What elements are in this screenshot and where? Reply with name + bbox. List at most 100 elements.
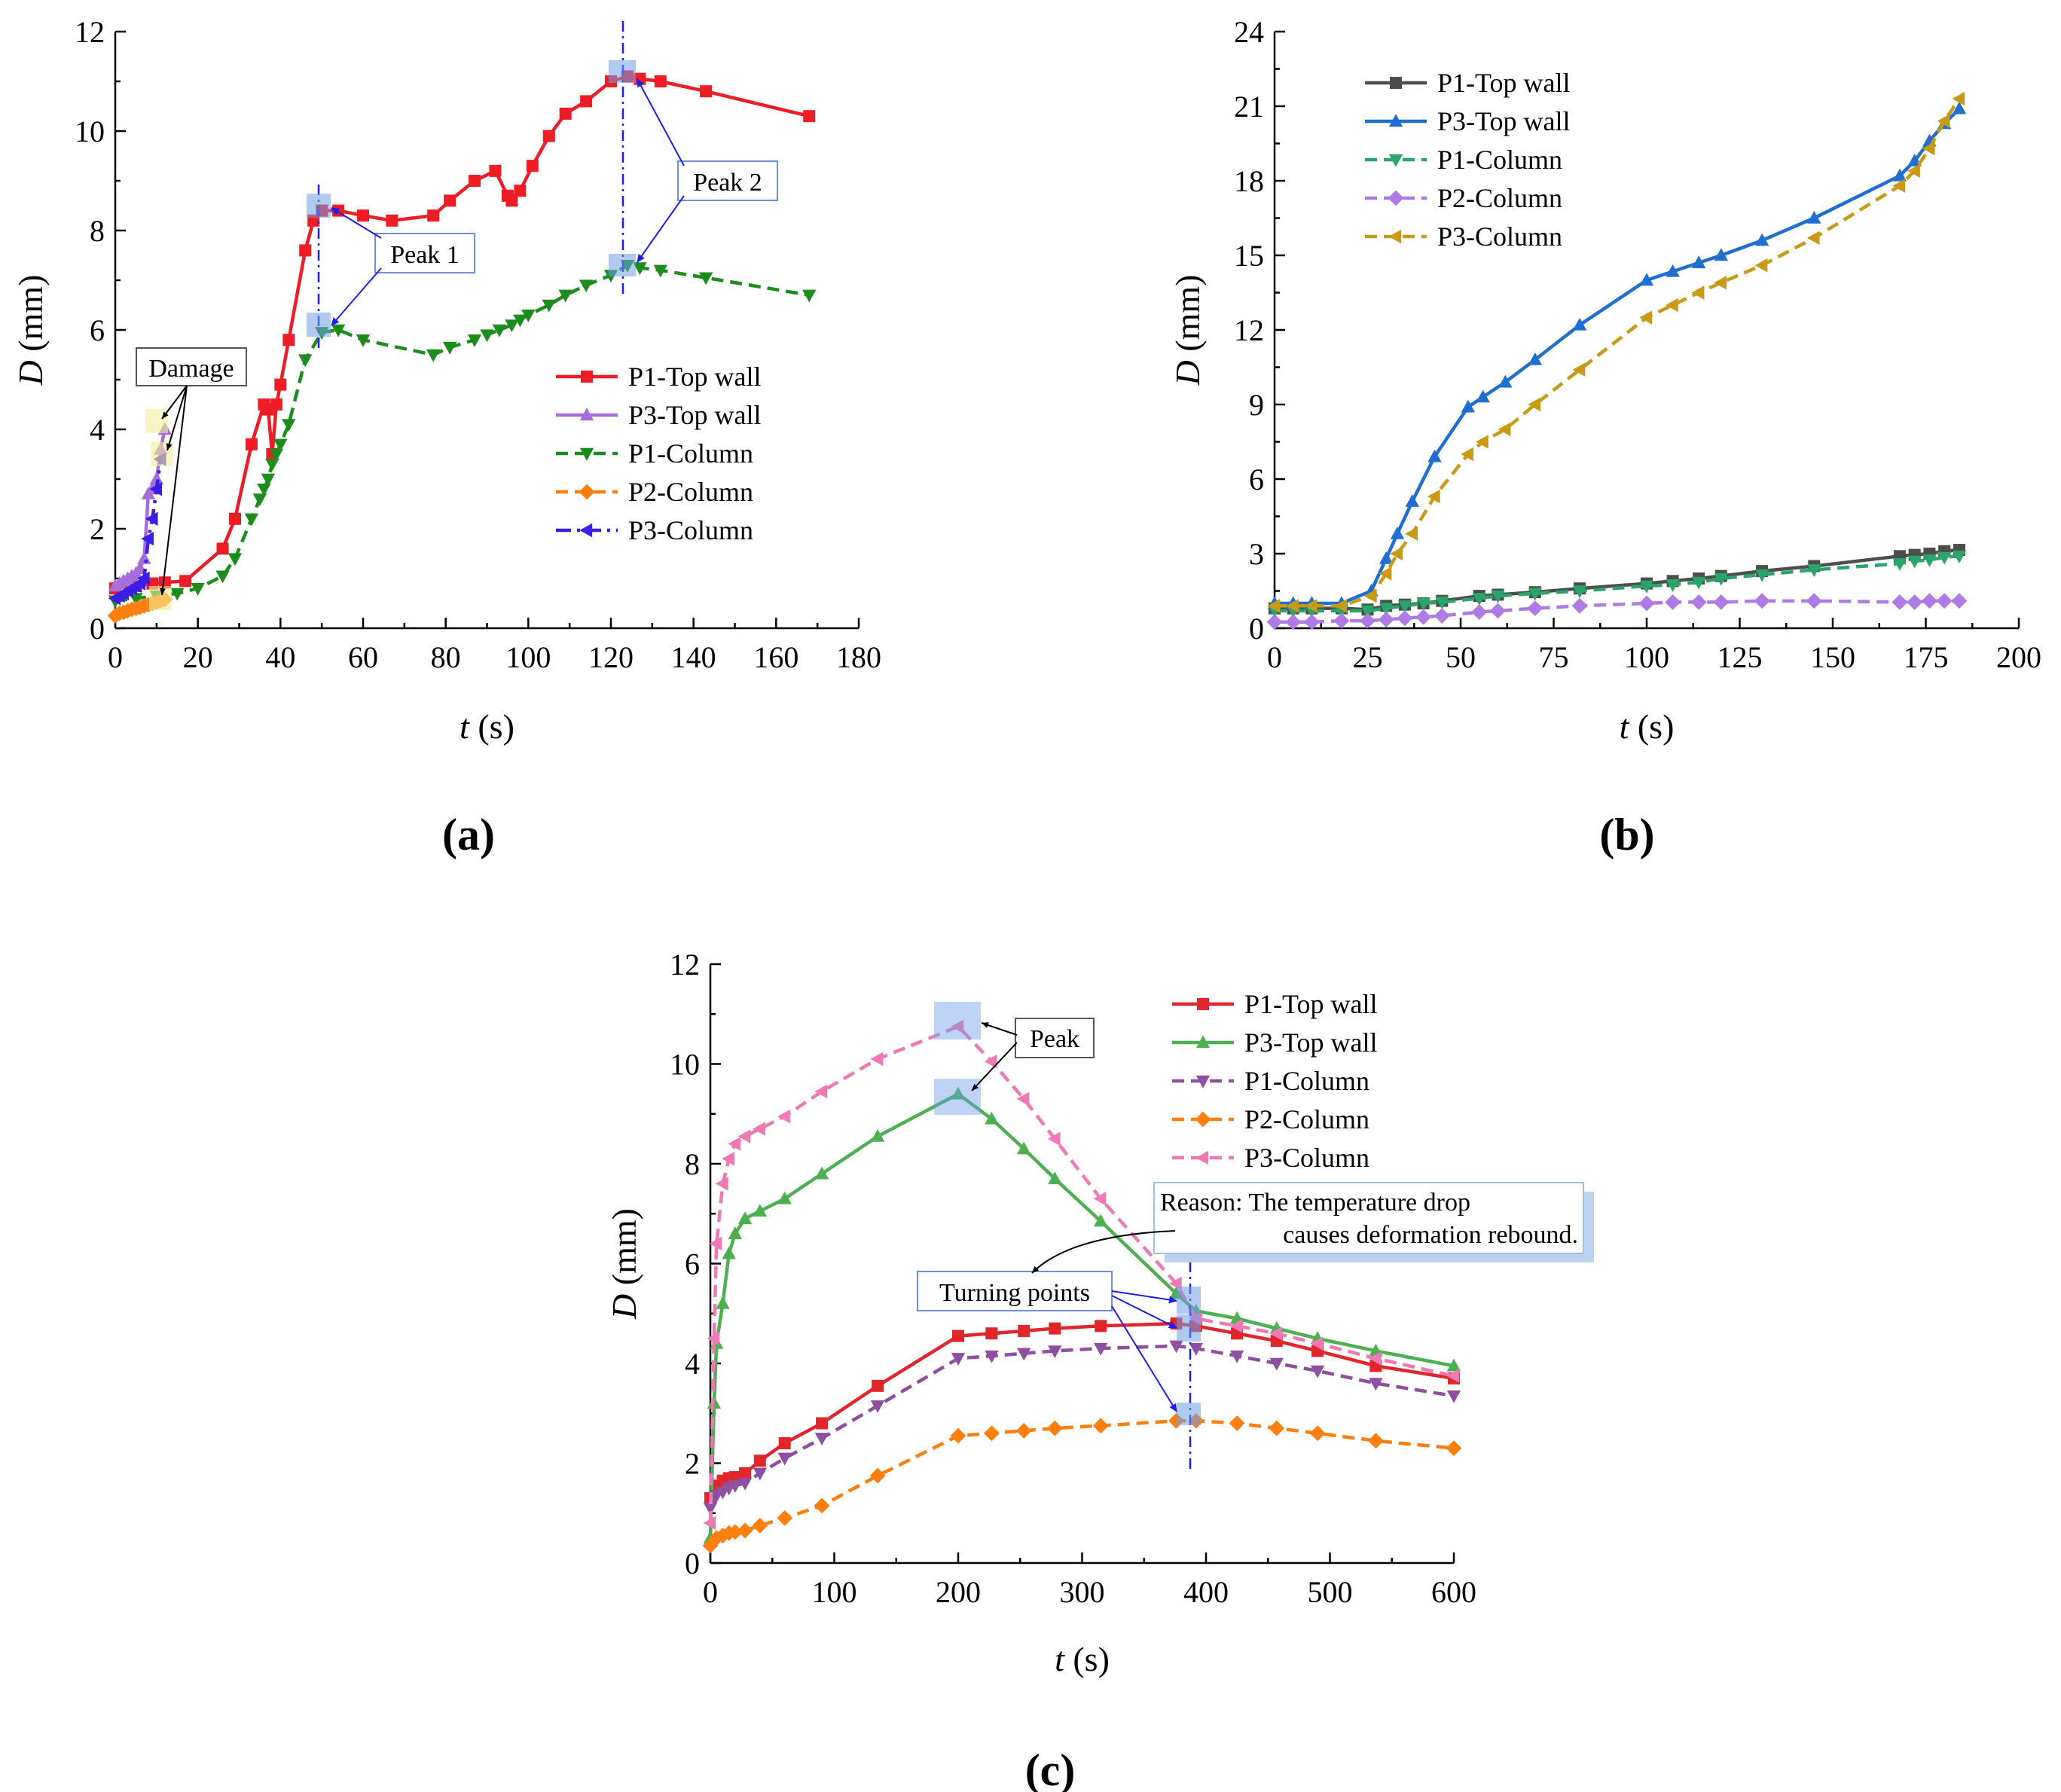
data-point bbox=[1937, 551, 1952, 565]
legend-entry: P1-Top wall bbox=[556, 362, 761, 392]
data-point bbox=[1267, 599, 1281, 613]
data-point bbox=[269, 448, 284, 462]
y-tick-label: 15 bbox=[1234, 239, 1264, 273]
data-point bbox=[1907, 163, 1920, 178]
series-p2-column bbox=[702, 1412, 1462, 1554]
data-point bbox=[282, 419, 296, 432]
legend-label: P1-Top wall bbox=[1244, 989, 1377, 1019]
y-tick-label: 6 bbox=[1249, 463, 1264, 496]
chart-a-plot-area: 0 20 40 60 80 100 120 140 160 180 0 2 4 6 8 10 12 t (s) D … bbox=[11, 15, 881, 859]
peak-2-label-box bbox=[677, 160, 778, 201]
data-point bbox=[1691, 285, 1705, 300]
data-point bbox=[298, 354, 313, 368]
data-point bbox=[1229, 1415, 1245, 1431]
series-p3-top-wall bbox=[1267, 101, 1967, 609]
x-tick-label: 200 bbox=[936, 1575, 981, 1609]
x-axis-label: t (s) bbox=[1620, 707, 1675, 746]
data-point bbox=[1951, 593, 1968, 609]
data-point bbox=[299, 244, 312, 257]
data-point bbox=[1892, 594, 1908, 610]
panel-label: (c) bbox=[1025, 1745, 1076, 1792]
data-point bbox=[1937, 114, 1950, 128]
legend-label: P2-Column bbox=[1244, 1104, 1369, 1134]
legend-marker bbox=[1195, 1111, 1211, 1128]
data-point bbox=[1309, 1425, 1326, 1442]
x-tick-label: 0 bbox=[703, 1575, 718, 1609]
x-tick-label: 120 bbox=[588, 640, 634, 674]
peak-2-highlight-bottom bbox=[609, 254, 636, 276]
x-axis-label: t (s) bbox=[460, 707, 514, 746]
y-axis-label-var: D bbox=[1168, 360, 1207, 386]
data-point bbox=[1095, 1320, 1107, 1333]
legend-label: P1-Column bbox=[1244, 1066, 1369, 1096]
data-point bbox=[1806, 230, 1820, 246]
data-point bbox=[1369, 1378, 1383, 1391]
panel-label: (a) bbox=[442, 810, 495, 859]
legend-label: P3-Top wall bbox=[628, 400, 761, 430]
peak-1-highlight-top bbox=[307, 194, 331, 218]
data-point bbox=[698, 272, 713, 285]
peak-label: Peak bbox=[1030, 1025, 1079, 1053]
data-point bbox=[727, 1524, 743, 1540]
data-point bbox=[737, 1477, 753, 1491]
legend-label: P2-Column bbox=[628, 477, 753, 507]
data-point bbox=[1435, 597, 1449, 609]
data-point bbox=[1446, 1369, 1460, 1383]
data-point bbox=[1310, 1336, 1324, 1351]
x-tick-label: 0 bbox=[1267, 640, 1282, 674]
x-tick-label: 50 bbox=[1446, 640, 1476, 674]
y-tick-label: 12 bbox=[75, 15, 105, 49]
x-axis-label-var: t bbox=[1055, 1640, 1065, 1678]
data-point bbox=[715, 1177, 728, 1191]
data-point bbox=[985, 1350, 999, 1363]
peak-1-arrow-bottom bbox=[331, 267, 382, 326]
x-tick-label: 200 bbox=[1996, 640, 2041, 674]
data-point bbox=[753, 1467, 767, 1481]
data-point bbox=[870, 1128, 885, 1142]
legend-entry: P1-Top wall bbox=[1365, 68, 1570, 98]
x-tick-label: 80 bbox=[431, 640, 461, 674]
data-point bbox=[1048, 1345, 1062, 1359]
peak-highlight-top bbox=[934, 1002, 981, 1039]
data-point bbox=[513, 314, 527, 328]
data-point bbox=[526, 160, 539, 172]
data-point bbox=[1363, 588, 1377, 603]
legend-entry: P3-Top wall bbox=[1172, 1027, 1377, 1058]
data-point bbox=[1754, 569, 1769, 582]
x-tick-label: 180 bbox=[836, 640, 881, 674]
legend-label: P3-Column bbox=[1244, 1143, 1369, 1173]
x-tick-label: 150 bbox=[1810, 640, 1855, 674]
legend-label: P1-Top wall bbox=[628, 362, 761, 392]
data-point bbox=[1892, 179, 1906, 193]
data-point bbox=[1016, 1141, 1031, 1155]
data-point bbox=[426, 349, 441, 362]
data-point bbox=[1754, 593, 1770, 609]
data-point bbox=[179, 575, 192, 588]
data-point bbox=[1229, 1350, 1244, 1363]
x-tick-label: 20 bbox=[183, 640, 213, 674]
data-point bbox=[708, 1530, 725, 1546]
peak-1-arrow-top bbox=[331, 207, 382, 239]
data-point bbox=[1334, 599, 1348, 613]
legend-marker bbox=[1195, 1035, 1211, 1049]
damage-label: Damage bbox=[148, 355, 234, 383]
data-point bbox=[716, 1296, 730, 1309]
series-line bbox=[708, 1344, 1455, 1510]
legend-label: P2-Column bbox=[1437, 183, 1562, 213]
data-point bbox=[951, 1019, 964, 1034]
data-point bbox=[1713, 594, 1730, 610]
data-point bbox=[514, 185, 527, 197]
data-point bbox=[1379, 603, 1394, 616]
data-point bbox=[777, 1452, 792, 1466]
legend-label: P3-Top wall bbox=[1437, 106, 1570, 136]
peak-2-label: Peak 2 bbox=[693, 169, 762, 197]
reason-line-2: causes deformation rebound. bbox=[1283, 1221, 1578, 1249]
data-point bbox=[1397, 600, 1412, 613]
data-point bbox=[1269, 1357, 1284, 1371]
peak-highlight-bottom bbox=[934, 1079, 981, 1115]
data-point bbox=[1666, 264, 1680, 277]
y-tick-label: 12 bbox=[670, 948, 700, 981]
legend-entry: P3-Top wall bbox=[556, 400, 761, 430]
reason-line-1: Reason: The temperature drop bbox=[1160, 1189, 1470, 1217]
data-point bbox=[559, 107, 572, 120]
